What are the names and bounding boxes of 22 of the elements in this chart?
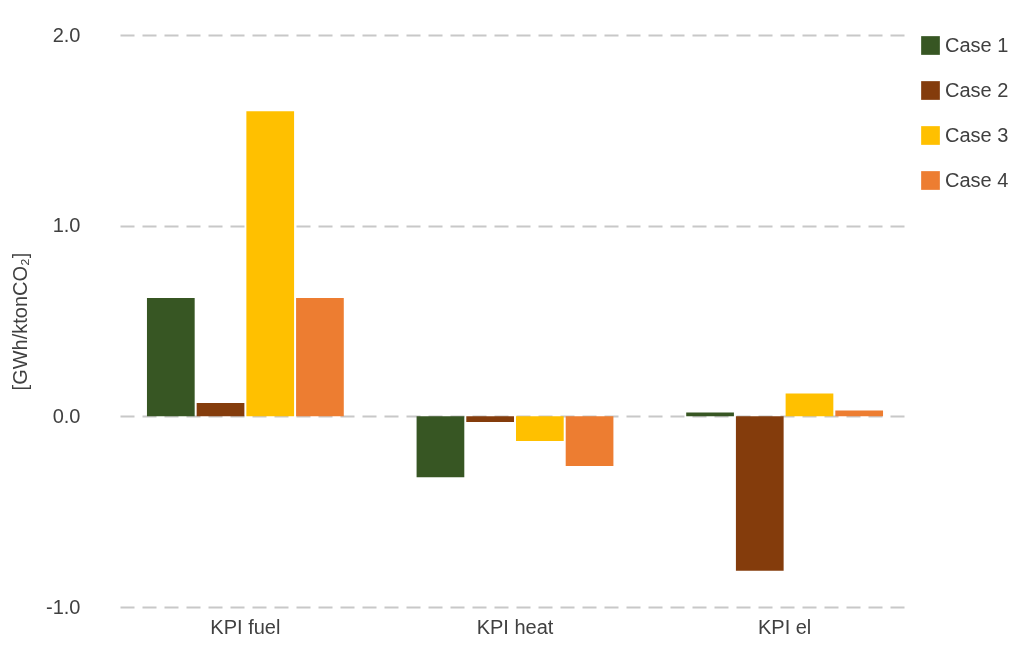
legend-label: Case 3: [945, 123, 1009, 146]
x-tick-label: KPI el: [757, 615, 812, 638]
bar: [515, 416, 564, 442]
bar: [146, 298, 195, 417]
bar: [735, 416, 784, 571]
y-tick-label: 0.0: [52, 404, 81, 427]
bar: [785, 393, 834, 417]
bar: [196, 402, 245, 417]
bar: [466, 416, 515, 423]
legend-label: Case 2: [945, 78, 1009, 101]
x-tick-label: KPI fuel: [210, 615, 281, 638]
y-tick-label: 2.0: [52, 23, 81, 46]
x-tick-label: KPI heat: [476, 615, 554, 638]
legend-label: Case 1: [945, 33, 1009, 56]
bar: [416, 416, 465, 478]
y-tick-label: 1.0: [52, 214, 81, 237]
legend-label: Case 4: [945, 168, 1009, 191]
bar: [296, 298, 344, 417]
y-tick-label: -1.0: [46, 595, 81, 618]
y-axis-title: [GWh/ktonCO₂]: [9, 252, 32, 391]
bar: [246, 111, 295, 417]
bar: [565, 416, 614, 466]
